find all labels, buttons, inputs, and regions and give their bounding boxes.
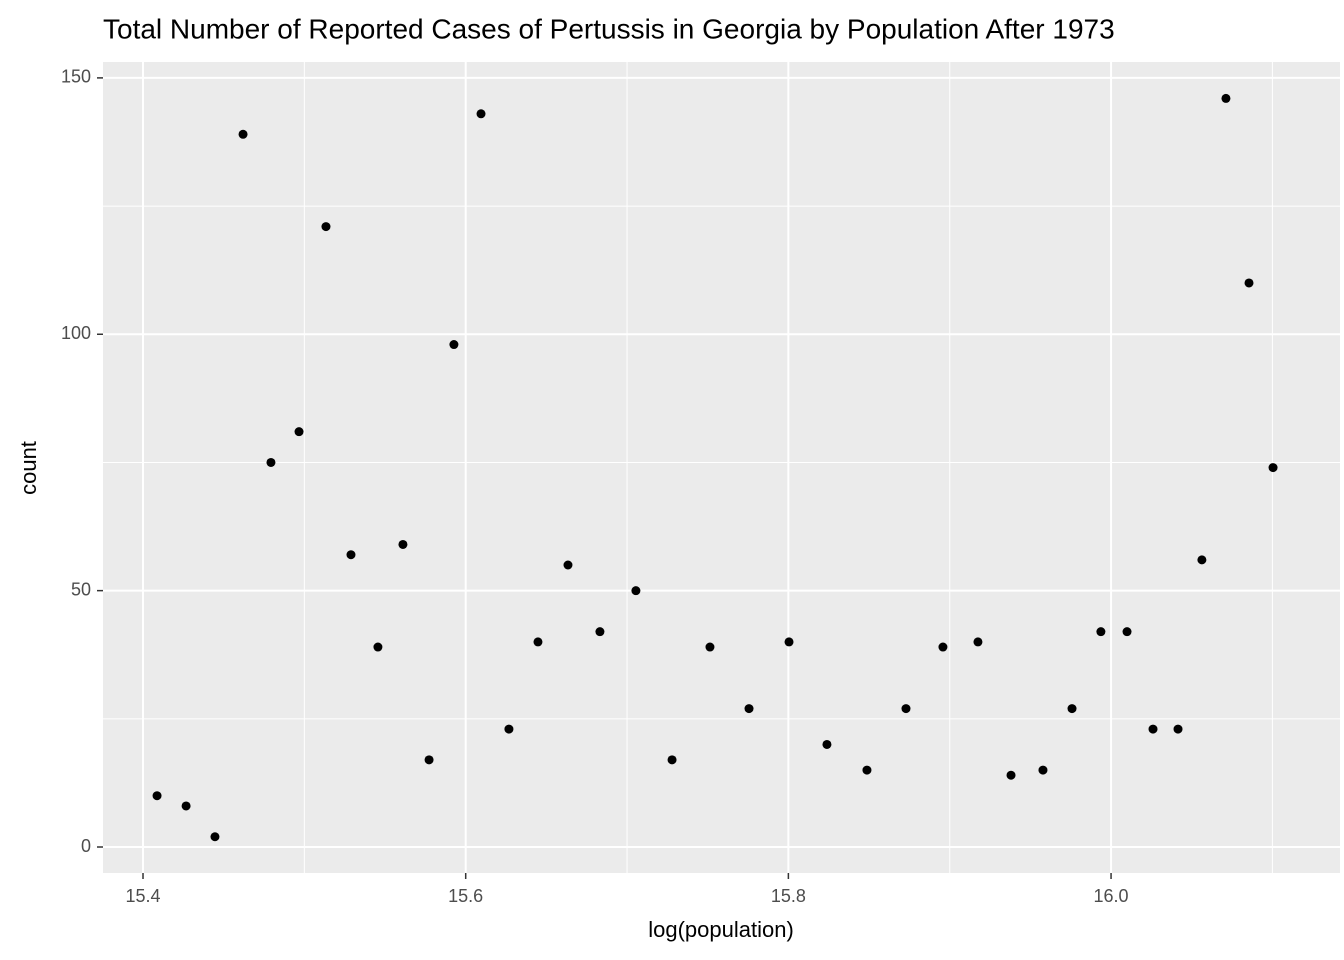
point	[1244, 278, 1254, 288]
point	[210, 832, 220, 842]
point	[1096, 627, 1106, 637]
point	[1122, 627, 1132, 637]
point	[373, 642, 383, 652]
point	[504, 724, 514, 734]
point	[1197, 555, 1207, 565]
point	[973, 637, 983, 647]
point	[938, 642, 948, 652]
point	[238, 129, 248, 139]
point	[181, 801, 191, 811]
point	[152, 791, 162, 801]
point	[667, 755, 677, 765]
point	[321, 222, 331, 232]
chart-title: Total Number of Reported Cases of Pertus…	[103, 13, 1115, 44]
point	[266, 457, 276, 467]
y-tick-label: 0	[81, 836, 91, 856]
x-tick-label: 15.4	[125, 886, 160, 906]
y-tick-label: 50	[71, 579, 91, 599]
point	[822, 739, 832, 749]
x-tick-label: 15.8	[771, 886, 806, 906]
point	[631, 586, 641, 596]
point	[1148, 724, 1158, 734]
point	[1173, 724, 1183, 734]
point	[744, 704, 754, 714]
x-tick-label: 15.6	[448, 886, 483, 906]
point	[346, 550, 356, 560]
point	[449, 340, 459, 350]
point	[784, 637, 794, 647]
point	[1067, 704, 1077, 714]
y-tick-label: 150	[61, 67, 91, 87]
x-axis-label: log(population)	[648, 917, 794, 942]
point	[398, 539, 408, 549]
point	[1006, 770, 1016, 780]
point	[901, 704, 911, 714]
point	[705, 642, 715, 652]
point	[533, 637, 543, 647]
point	[424, 755, 434, 765]
point	[862, 765, 872, 775]
point	[476, 109, 486, 119]
y-axis-label: count	[16, 441, 41, 495]
point	[1221, 93, 1231, 103]
panel	[103, 62, 1340, 873]
point	[595, 627, 605, 637]
point	[294, 427, 304, 437]
y-tick-label: 100	[61, 323, 91, 343]
x-tick-label: 16.0	[1094, 886, 1129, 906]
point	[563, 560, 573, 570]
point	[1268, 463, 1278, 473]
point	[1038, 765, 1048, 775]
